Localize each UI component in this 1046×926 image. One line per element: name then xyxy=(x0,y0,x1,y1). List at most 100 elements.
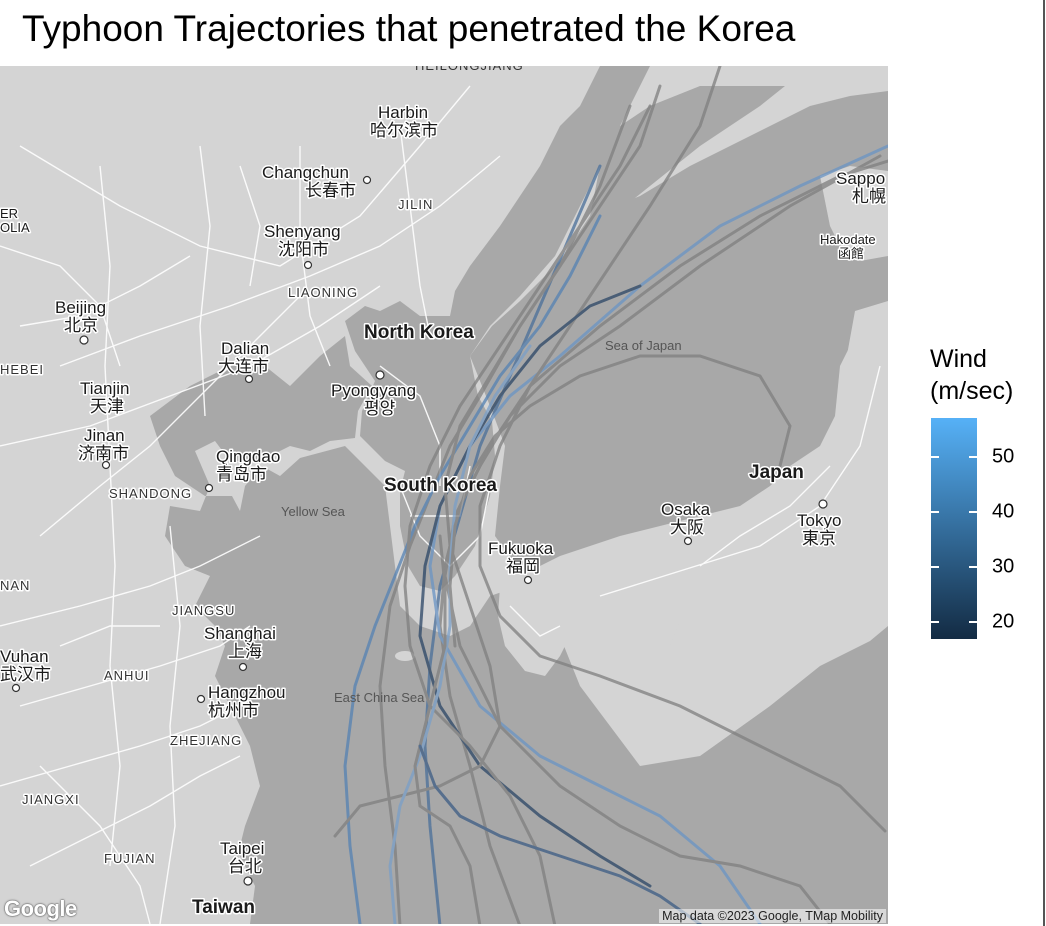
label-changchun-zh: 长春市 xyxy=(305,181,356,200)
city-marker xyxy=(818,499,828,509)
label-shenyang-zh: 沈阳市 xyxy=(278,240,329,259)
label-mongolia-1: ER xyxy=(0,206,18,221)
legend-colorbar xyxy=(931,418,977,639)
legend-tick-label: 50 xyxy=(992,445,1015,468)
label-fujian: FUJIAN xyxy=(104,851,156,866)
label-south-korea: South Korea xyxy=(384,475,497,496)
legend-tick-left xyxy=(931,621,939,624)
label-fukuoka-en: Fukuoka xyxy=(488,539,554,558)
basemap: HEILONGJIANG Harbin 哈尔滨市 Changchun 长春市 J… xyxy=(0,66,888,924)
label-sapporo-en: Sappo xyxy=(836,169,885,188)
label-changchun-en: Changchun xyxy=(262,163,349,182)
legend-tick-left xyxy=(931,566,939,569)
label-taipei-zh: 台北 xyxy=(228,857,262,876)
typhoon-tracks xyxy=(333,66,888,924)
label-jinan-en: Jinan xyxy=(84,426,125,445)
label-pyongyang-en: Pyongyang xyxy=(331,381,416,400)
city-marker xyxy=(243,876,253,886)
chart-title: Typhoon Trajectories that penetrated the… xyxy=(22,8,796,49)
label-east-china-sea: East China Sea xyxy=(334,690,425,705)
label-wuhan-zh: 武汉市 xyxy=(0,665,51,684)
label-liaoning: LIAONING xyxy=(288,285,358,300)
city-marker xyxy=(244,374,254,384)
label-taipei-en: Taipei xyxy=(220,839,264,858)
road-network xyxy=(0,85,881,924)
track xyxy=(428,144,888,924)
label-jilin: JILIN xyxy=(398,197,433,212)
legend-tick-left xyxy=(931,455,939,458)
city-marker xyxy=(196,694,206,704)
label-beijing-en: Beijing xyxy=(55,298,106,317)
legend-tick-label: 30 xyxy=(992,555,1015,578)
label-jinan-zh: 济南市 xyxy=(78,444,129,463)
map-panel[interactable]: HEILONGJIANG Harbin 哈尔滨市 Changchun 长春市 J… xyxy=(0,66,888,924)
label-osaka-en: Osaka xyxy=(661,500,711,519)
label-hakodate-en: Hakodate xyxy=(820,232,876,247)
track xyxy=(333,84,662,838)
label-hangzhou-zh: 杭州市 xyxy=(208,701,259,720)
label-dalian-zh: 大连市 xyxy=(218,357,269,376)
legend-tick-label: 40 xyxy=(992,500,1015,523)
track xyxy=(343,214,602,924)
label-harbin-zh: 哈尔滨市 xyxy=(370,121,438,140)
track xyxy=(448,354,792,648)
city-marker xyxy=(362,175,372,185)
land-jeju xyxy=(395,651,415,661)
city-marker xyxy=(238,662,248,672)
legend-title-line2: (m/sec) xyxy=(930,377,1014,405)
label-zhejiang: ZHEJIANG xyxy=(170,733,242,748)
label-henan: NAN xyxy=(0,578,30,593)
label-japan: Japan xyxy=(749,462,804,483)
track xyxy=(403,104,652,924)
city-marker xyxy=(101,460,111,470)
city-markers xyxy=(11,175,828,886)
track xyxy=(413,534,482,924)
label-heilongjiang: HEILONGJIANG xyxy=(415,66,524,73)
city-marker xyxy=(683,536,693,546)
track xyxy=(388,344,532,924)
legend-tick-right xyxy=(969,621,977,624)
label-shanghai-en: Shanghai xyxy=(204,624,276,643)
label-hebei: HEBEI xyxy=(0,362,44,377)
label-tokyo-en: Tokyo xyxy=(797,511,841,530)
label-yellow-sea: Yellow Sea xyxy=(281,504,346,519)
city-marker xyxy=(375,370,385,380)
label-north-korea: North Korea xyxy=(364,322,474,343)
label-osaka-ja: 大阪 xyxy=(670,518,704,537)
label-tokyo-ja: 東京 xyxy=(802,529,836,548)
city-marker xyxy=(523,575,533,585)
track xyxy=(418,284,652,888)
label-jiangxi: JIANGXI xyxy=(22,792,80,807)
label-anhui: ANHUI xyxy=(104,668,149,683)
label-sapporo-ja: 札幌 xyxy=(852,187,886,206)
city-marker xyxy=(204,483,214,493)
legend-tick-right xyxy=(969,566,977,569)
legend-tick-right xyxy=(969,510,977,513)
legend-tick-label: 20 xyxy=(992,610,1015,633)
city-marker xyxy=(11,683,21,693)
label-beijing-zh: 北京 xyxy=(64,316,98,335)
label-qingdao-en: Qingdao xyxy=(216,447,280,466)
label-shanghai-zh: 上海 xyxy=(228,642,262,661)
land-japan-hokkaido xyxy=(820,166,888,261)
map-labels: HEILONGJIANG Harbin 哈尔滨市 Changchun 长春市 J… xyxy=(0,66,888,920)
label-fukuoka-ja: 福岡 xyxy=(506,557,540,576)
window-edge xyxy=(1043,0,1045,926)
legend-title-line1: Wind xyxy=(930,345,987,373)
label-hakodate-ja: 函館 xyxy=(838,246,864,261)
city-marker xyxy=(303,260,313,270)
land-japan-honshu xyxy=(575,301,888,621)
land-taiwan xyxy=(200,856,255,924)
label-pyongyang-ko: 평양 xyxy=(364,399,395,418)
label-shandong: SHANDONG xyxy=(109,486,192,501)
label-tianjin-zh: 天津 xyxy=(90,397,124,416)
label-tianjin-en: Tianjin xyxy=(80,379,129,398)
label-qingdao-zh: 青岛市 xyxy=(216,465,267,484)
wind-legend: Wind (m/sec) 50 40 30 20 xyxy=(930,345,1040,655)
label-harbin-en: Harbin xyxy=(378,103,428,122)
map-attribution[interactable]: Map data ©2023 Google, TMap Mobility xyxy=(659,909,886,923)
google-logo: Google xyxy=(4,896,77,921)
label-hangzhou-en: Hangzhou xyxy=(208,683,286,702)
track xyxy=(418,744,702,924)
label-jiangsu: JIANGSU xyxy=(172,603,235,618)
